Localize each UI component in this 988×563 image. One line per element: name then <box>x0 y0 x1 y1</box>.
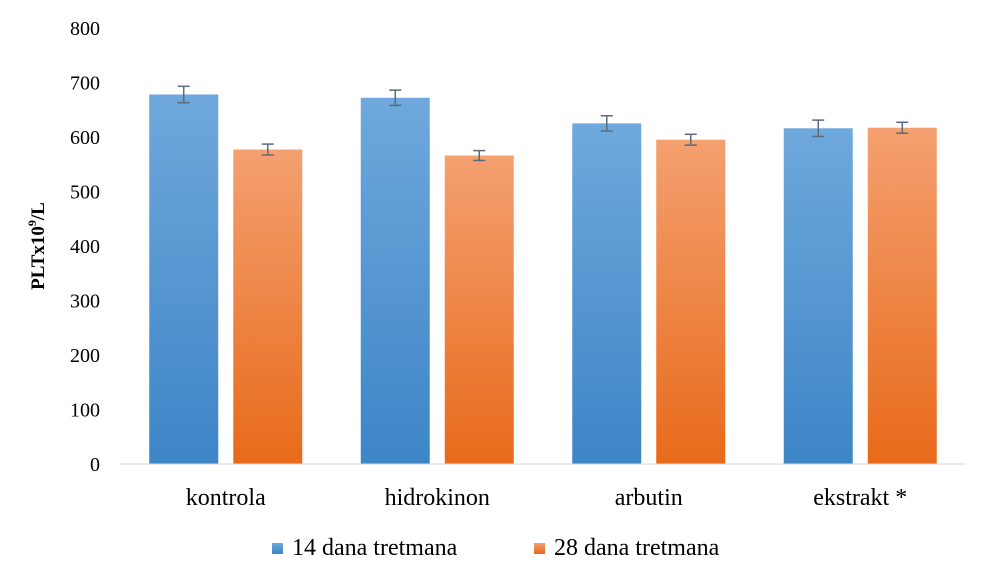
category-label-0: kontrola <box>186 485 266 511</box>
y-axis-label-prefix: PLTx10 <box>28 226 49 290</box>
legend-label-1: 28 dana tretmana <box>554 535 720 561</box>
category-label-1: hidrokinon <box>385 485 490 511</box>
y-tick-label-5: 500 <box>70 182 100 204</box>
y-tick-label-6: 600 <box>70 127 100 149</box>
bar-1-2 <box>656 139 726 464</box>
category-labels: kontrola hidrokinon arbutin ekstrakt * <box>186 485 907 511</box>
y-axis-label-suffix: /L <box>28 202 49 221</box>
legend: 14 dana tretmana 28 dana tretmana <box>272 535 720 561</box>
y-tick-label-4: 400 <box>70 236 100 258</box>
y-tick-label-7: 700 <box>70 73 100 95</box>
error-bars-group <box>177 85 909 162</box>
y-tick-label-2: 200 <box>70 345 100 367</box>
bar-1-3 <box>867 127 937 465</box>
y-tick-label-3: 300 <box>70 291 100 313</box>
y-axis-label-superscript: 9 <box>25 220 39 226</box>
bar-0-1 <box>360 97 430 464</box>
y-axis-ticks: 0 100 200 300 400 500 600 700 800 <box>70 18 100 476</box>
category-label-2: arbutin <box>615 485 683 511</box>
y-tick-label-1: 100 <box>70 400 100 422</box>
bar-0-3 <box>783 128 853 464</box>
y-tick-label-0: 0 <box>90 454 100 476</box>
y-tick-label-8: 800 <box>70 18 100 40</box>
legend-swatch-0 <box>272 543 283 554</box>
bar-0-2 <box>572 123 642 464</box>
legend-swatch-1 <box>534 543 545 554</box>
bar-1-1 <box>444 155 514 464</box>
bar-0-0 <box>149 94 219 465</box>
bar-1-0 <box>233 149 303 464</box>
y-axis-label: PLTx109/L <box>25 202 49 290</box>
category-label-3: ekstrakt * <box>813 485 907 511</box>
bars-group <box>149 94 937 465</box>
legend-label-0: 14 dana tretmana <box>292 535 458 561</box>
